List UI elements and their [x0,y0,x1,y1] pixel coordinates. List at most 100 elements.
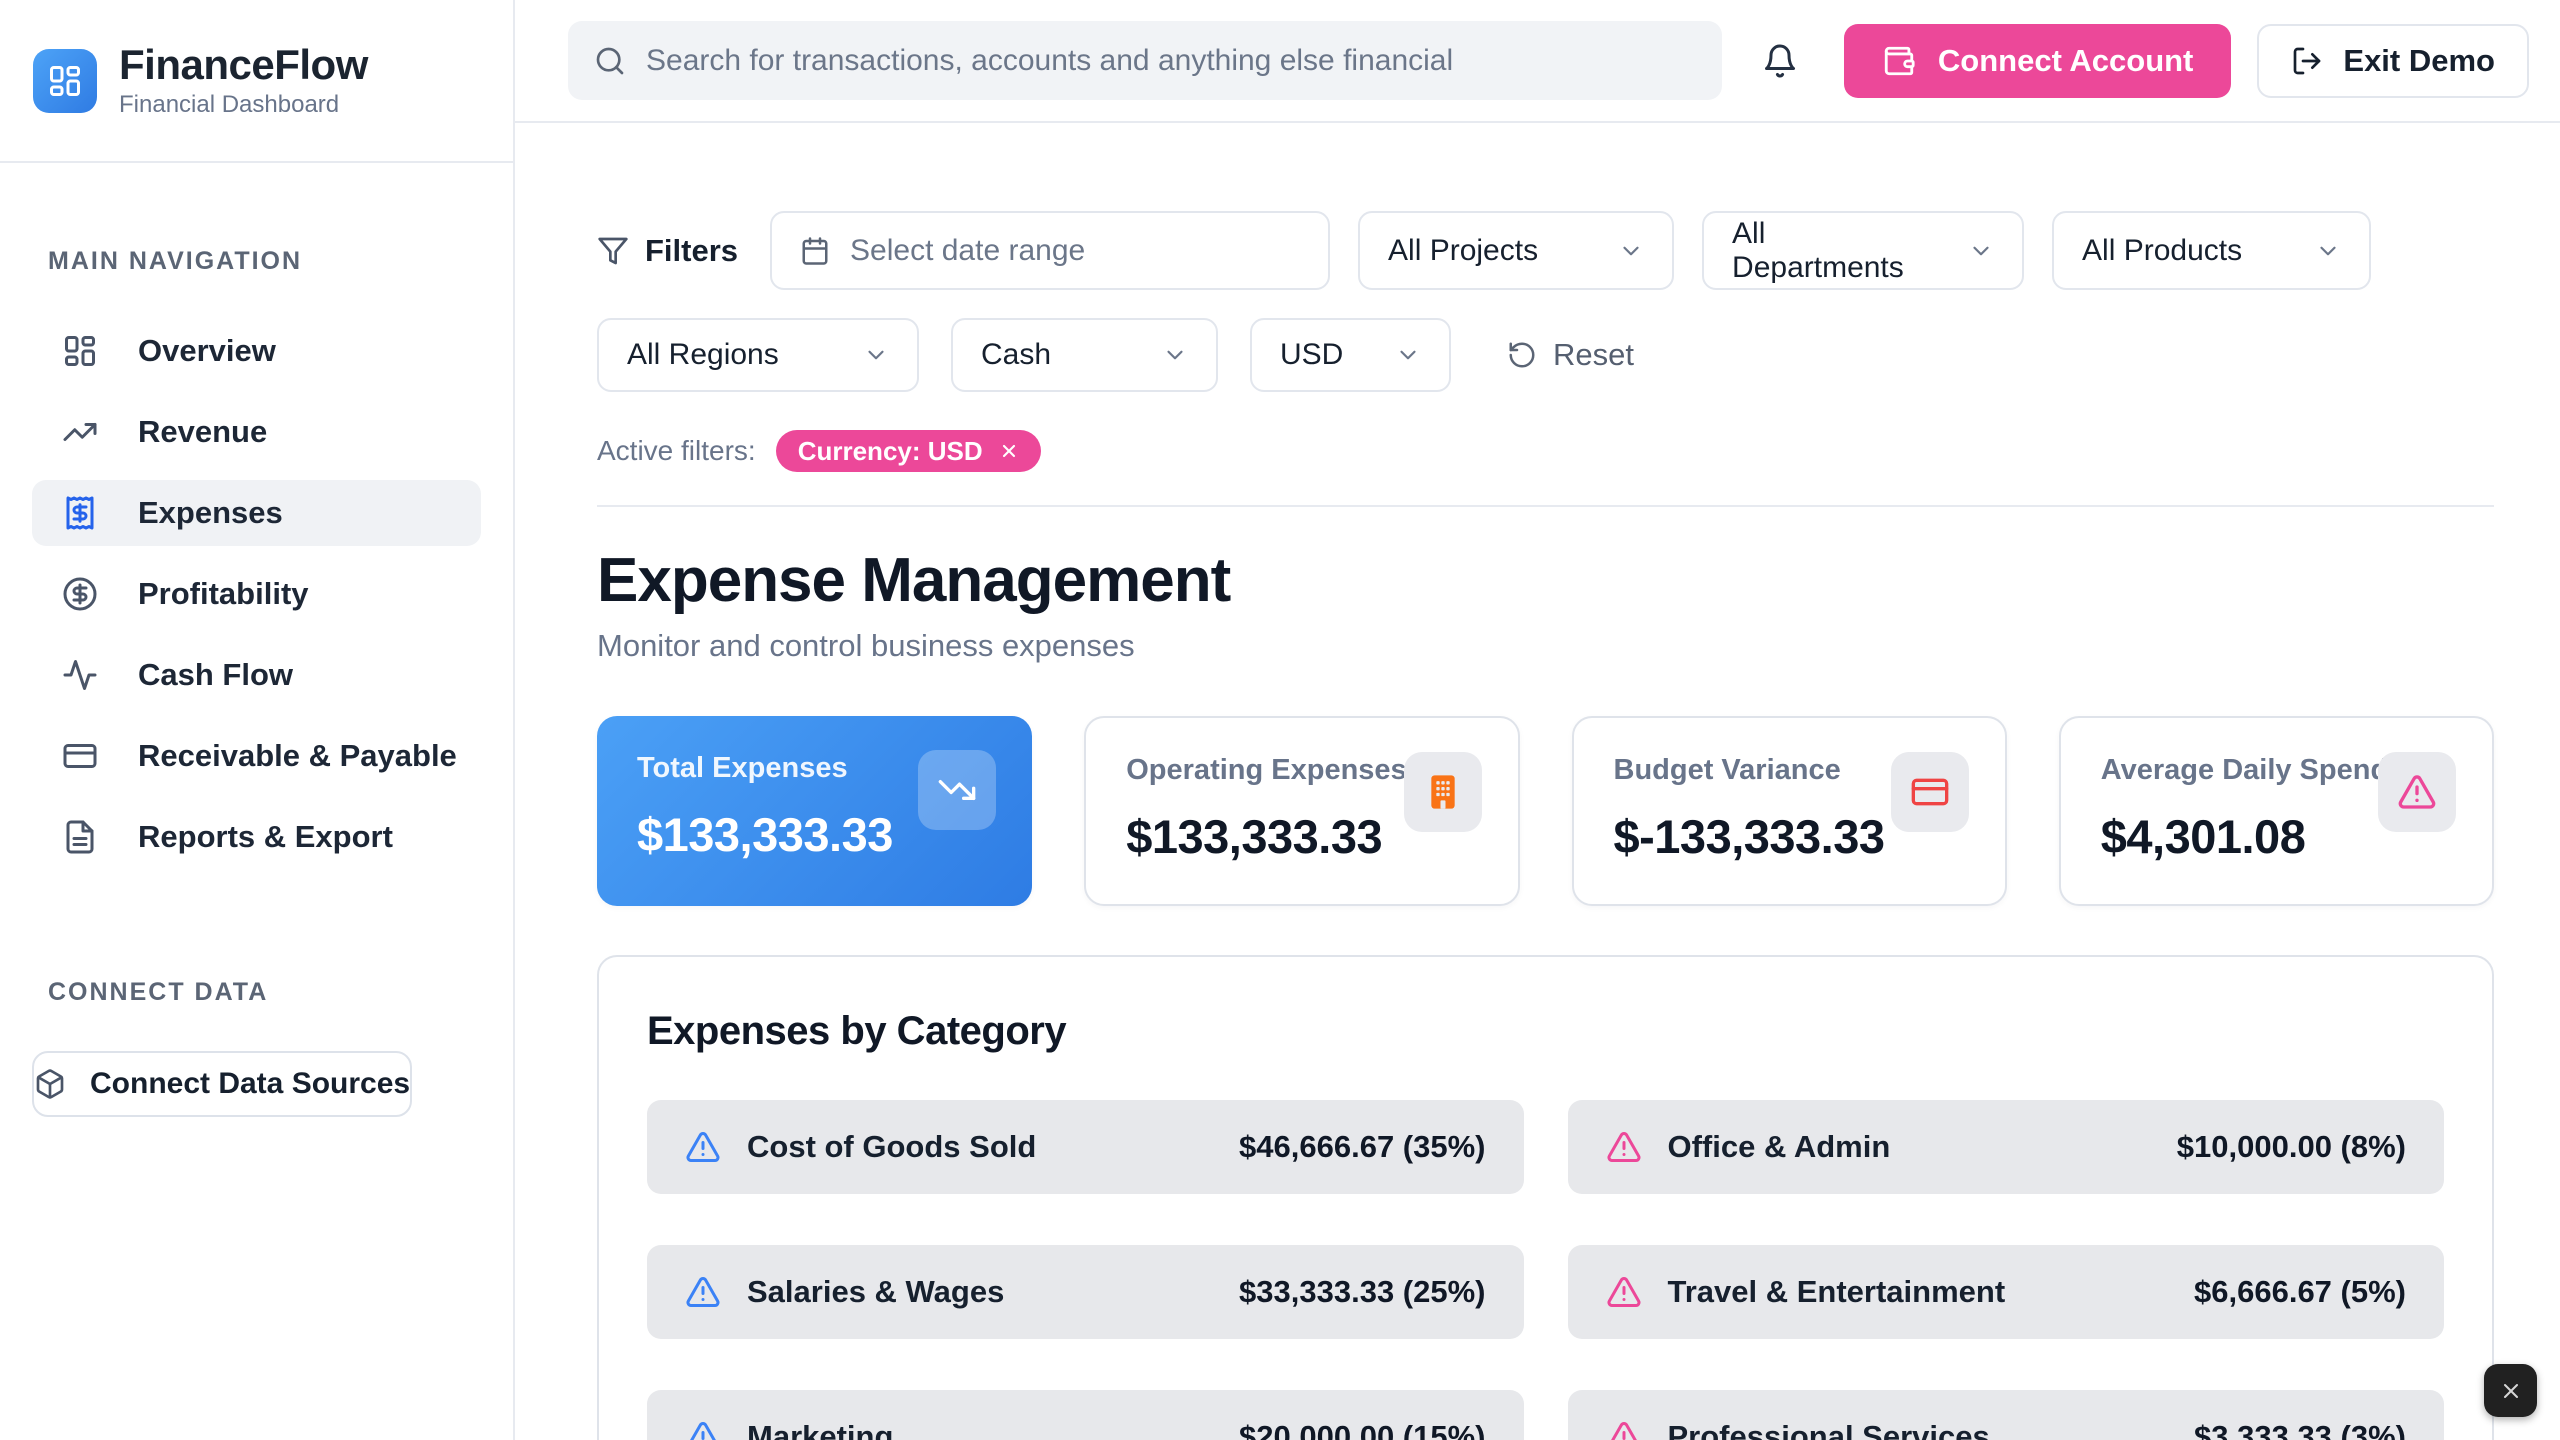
stat-value: $-133,333.33 [1613,810,1886,863]
exit-demo-button[interactable]: Exit Demo [2257,23,2529,98]
chevron-down-icon [863,342,889,368]
stat-cards: Total Expenses $133,333.33 Operating Exp… [597,716,2494,906]
topbar: Connect Account Exit Demo [515,0,2560,123]
category-name: Marketing [747,1419,894,1440]
expenses-by-category-title: Expenses by Category [647,1009,1067,1053]
currency-filter-chip-label: Currency: USD [797,435,983,466]
date-range-input[interactable]: Select date range [770,211,1331,290]
app-identity: FinanceFlow Financial Dashboard [119,42,368,118]
connect-account-label: Connect Account [1937,42,2194,78]
category-name: Office & Admin [1667,1129,1891,1164]
sidebar-item-label: Revenue [138,414,268,449]
method-select[interactable]: Cash [951,318,1218,392]
category-row-office-admin: Office & Admin $10,000.00 (8%) [1567,1100,2444,1194]
search-input[interactable] [646,43,1696,78]
filters-row-2: All Regions Cash USD Reset [597,318,2494,392]
sidebar-item-reports-export[interactable]: Reports & Export [32,804,481,870]
sidebar-body: MAIN NAVIGATION Overview Revenue Expense… [0,163,513,1440]
chevron-down-icon [1162,342,1188,368]
chevron-down-icon [1968,238,1994,264]
sidebar-item-revenue[interactable]: Revenue [32,399,481,465]
dollar-circle-icon [62,576,98,612]
departments-select-value: All Departments [1732,216,1904,284]
sidebar-item-profitability[interactable]: Profitability [32,561,481,627]
main-area: Connect Account Exit Demo Filters Select… [515,0,2560,1440]
alert-triangle-icon [2397,772,2437,812]
expenses-by-category-card: Expenses by Category Cost of Goods Sold … [597,955,2494,1440]
credit-card-icon [1910,772,1950,812]
regions-select-value: All Regions [627,338,779,371]
category-row-salaries-wages: Salaries & Wages $33,333.33 (25%) [647,1245,1524,1339]
close-overlay-button[interactable] [2484,1364,2537,1417]
sidebar-item-label: Reports & Export [138,819,393,854]
currency-filter-chip[interactable]: Currency: USD [775,430,1041,472]
sidebar-item-overview[interactable]: Overview [32,318,481,384]
section-divider [597,505,2494,507]
regions-select[interactable]: All Regions [597,318,919,392]
alert-triangle-icon [1606,1274,1642,1310]
app-tagline: Financial Dashboard [119,90,340,118]
date-range-placeholder: Select date range [850,233,1086,267]
close-icon [2499,1379,2523,1403]
alert-triangle-icon [1606,1419,1642,1440]
sidebar-item-label: Expenses [138,495,283,530]
reset-filters-button[interactable]: Reset [1507,337,1634,373]
trending-down-icon [937,770,977,810]
sidebar-item-label: Receivable & Payable [138,738,457,773]
category-name: Travel & Entertainment [1667,1274,2006,1309]
active-filters-label: Active filters: [597,435,756,466]
file-text-icon [62,819,98,855]
chevron-down-icon [2315,238,2341,264]
exit-demo-label: Exit Demo [2343,42,2495,78]
filter-icon [597,235,629,267]
category-row-marketing: Marketing $20,000.00 (15%) [647,1390,1524,1440]
stat-value: $133,333.33 [637,808,893,861]
category-value: $33,333.33 (25%) [1239,1274,1486,1309]
stat-icon-box [1890,752,1969,832]
category-row-travel-entertainment: Travel & Entertainment $6,666.67 (5%) [1567,1245,2444,1339]
close-icon[interactable] [999,441,1019,461]
app-name: FinanceFlow [119,41,368,89]
category-name: Salaries & Wages [747,1274,1005,1309]
departments-select[interactable]: All Departments [1702,211,2025,290]
trending-up-icon [62,414,98,450]
main-navigation: Overview Revenue Expenses Profitability … [32,318,481,870]
currency-select[interactable]: USD [1250,318,1451,392]
notifications-button[interactable] [1756,37,1804,85]
alert-triangle-icon [685,1274,721,1310]
category-name: Professional Services [1667,1419,1990,1440]
stat-value: $133,333.33 [1126,810,1383,863]
connect-data-sources-label: Connect Data Sources [90,1067,411,1100]
dashboard-icon [62,333,98,369]
sidebar-item-expenses[interactable]: Expenses [32,480,481,546]
alert-triangle-icon [685,1419,721,1440]
wallet-icon [1882,44,1916,78]
active-filters-row: Active filters: Currency: USD [597,430,2494,472]
category-value: $10,000.00 (8%) [2176,1129,2406,1164]
sidebar-item-cash-flow[interactable]: Cash Flow [32,642,481,708]
connect-data-sources-button[interactable]: Connect Data Sources [32,1051,413,1117]
building-icon [1423,772,1463,812]
chevron-down-icon [1395,342,1421,368]
page-subtitle: Monitor and control business expenses [597,628,1135,663]
sidebar-item-receivable-payable[interactable]: Receivable & Payable [32,723,481,789]
filters-label: Filters [645,232,739,268]
receipt-icon [62,495,98,531]
credit-card-icon [62,738,98,774]
nav-section-label: MAIN NAVIGATION [48,247,303,275]
stat-label: Operating Expenses [1126,754,1407,786]
category-row-professional-services: Professional Services $3,333.33 (3%) [1567,1390,2444,1440]
stat-card-average-daily-spend: Average Daily Spend $4,301.08 [2058,716,2494,906]
stat-value: $4,301.08 [2100,810,2306,863]
category-row-cost-of-goods-sold: Cost of Goods Sold $46,666.67 (35%) [647,1100,1524,1194]
stat-label: Budget Variance [1613,754,1841,786]
projects-select-value: All Projects [1388,233,1539,267]
stat-icon-box [918,750,997,830]
sidebar-header: FinanceFlow Financial Dashboard [0,0,513,163]
reset-label: Reset [1553,337,1634,372]
products-select[interactable]: All Products [2052,211,2372,290]
search-icon [594,45,626,77]
content: Filters Select date range All Projects A… [515,123,2560,1440]
projects-select[interactable]: All Projects [1358,211,1675,290]
connect-account-button[interactable]: Connect Account [1843,23,2232,98]
